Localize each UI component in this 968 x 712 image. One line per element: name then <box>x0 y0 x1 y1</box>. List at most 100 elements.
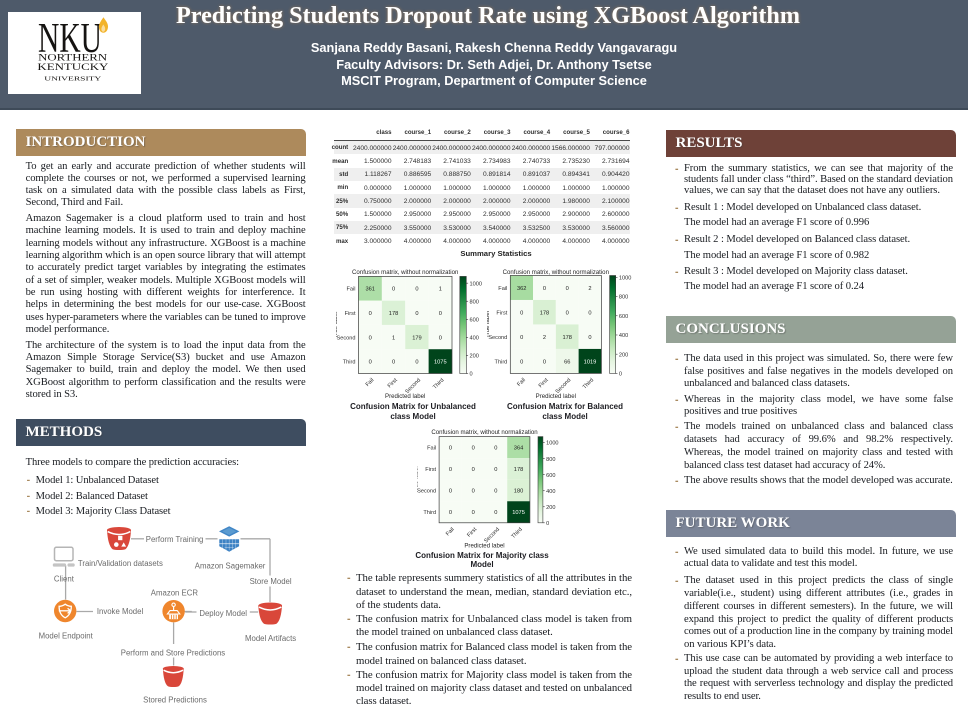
svg-text:First: First <box>425 467 436 473</box>
svg-text:0: 0 <box>588 310 591 316</box>
svg-text:Confusion matrix, without norm: Confusion matrix, without normalization <box>431 429 537 436</box>
svg-text:First: First <box>496 310 507 316</box>
svg-text:0: 0 <box>520 310 523 316</box>
svg-text:0: 0 <box>494 446 497 452</box>
svg-text:0: 0 <box>472 446 475 452</box>
svg-text:178: 178 <box>514 467 524 473</box>
svg-text:0: 0 <box>494 467 497 473</box>
svg-text:0: 0 <box>619 372 622 378</box>
svg-text:179: 179 <box>412 335 422 341</box>
svg-text:Fail: Fail <box>445 527 456 538</box>
svg-text:0: 0 <box>449 446 452 452</box>
svg-text:364: 364 <box>514 446 524 452</box>
svg-text:400: 400 <box>546 489 555 495</box>
svg-text:Invoke Model: Invoke Model <box>97 607 144 616</box>
svg-text:Fail: Fail <box>498 286 507 292</box>
svg-text:400: 400 <box>470 335 479 341</box>
svg-text:Deploy Model: Deploy Model <box>199 609 247 618</box>
svg-text:178: 178 <box>389 311 399 317</box>
svg-text:Fail: Fail <box>427 446 436 452</box>
svg-text:800: 800 <box>470 299 479 305</box>
svg-text:0: 0 <box>520 335 523 341</box>
svg-text:0: 0 <box>546 521 549 527</box>
svg-text:362: 362 <box>517 286 527 292</box>
svg-text:Fail: Fail <box>516 377 527 388</box>
svg-text:Third: Third <box>423 510 436 516</box>
svg-text:66: 66 <box>564 359 570 365</box>
svg-text:600: 600 <box>619 314 628 320</box>
svg-text:Predicted label: Predicted label <box>464 542 504 549</box>
svg-text:Confusion matrix, without norm: Confusion matrix, without normalization <box>503 269 609 276</box>
svg-text:KENTUCKY: KENTUCKY <box>37 62 109 72</box>
svg-text:0: 0 <box>449 467 452 473</box>
svg-text:0: 0 <box>439 335 442 341</box>
svg-text:0: 0 <box>472 489 475 495</box>
svg-text:1075: 1075 <box>434 360 447 366</box>
svg-text:Amazon Sagemaker: Amazon Sagemaker <box>195 562 266 571</box>
svg-text:0: 0 <box>392 287 395 293</box>
svg-text:200: 200 <box>619 352 628 358</box>
svg-text:Third: Third <box>495 359 508 365</box>
svg-text:Third: Third <box>511 527 524 540</box>
svg-text:0: 0 <box>369 360 372 366</box>
svg-text:First: First <box>387 377 399 389</box>
svg-text:0: 0 <box>472 510 475 516</box>
svg-text:0: 0 <box>439 311 442 317</box>
svg-text:361: 361 <box>365 287 375 293</box>
svg-text:200: 200 <box>546 505 555 511</box>
svg-text:Confusion matrix, without norm: Confusion matrix, without normalization <box>352 269 458 276</box>
svg-text:1019: 1019 <box>584 359 597 365</box>
svg-text:Perform Training: Perform Training <box>146 535 204 544</box>
svg-text:Third: Third <box>582 377 595 390</box>
svg-text:400: 400 <box>619 333 628 339</box>
svg-text:Client: Client <box>54 574 75 583</box>
svg-text:0: 0 <box>369 311 372 317</box>
svg-text:First: First <box>466 526 478 538</box>
svg-text:1000: 1000 <box>470 281 482 287</box>
svg-text:1075: 1075 <box>512 510 525 516</box>
svg-text:NKU: NKU <box>38 16 102 62</box>
svg-text:Perform and Store Predictions: Perform and Store Predictions <box>121 649 226 658</box>
svg-text:True label: True label <box>336 311 339 338</box>
svg-text:0: 0 <box>369 335 372 341</box>
svg-text:0: 0 <box>588 335 591 341</box>
svg-text:0: 0 <box>494 489 497 495</box>
svg-text:180: 180 <box>514 489 524 495</box>
svg-text:True label: True label <box>487 311 491 338</box>
svg-text:UNIVERSITY: UNIVERSITY <box>44 76 102 82</box>
svg-text:0: 0 <box>470 372 473 378</box>
svg-text:Third: Third <box>432 377 445 390</box>
svg-text:Predicted label: Predicted label <box>385 393 425 398</box>
svg-text:0: 0 <box>392 360 395 366</box>
svg-text:0: 0 <box>520 359 523 365</box>
svg-text:0: 0 <box>566 286 569 292</box>
svg-text:0: 0 <box>543 359 546 365</box>
svg-text:Train/Validation datasets: Train/Validation datasets <box>78 559 163 568</box>
svg-text:1: 1 <box>392 335 395 341</box>
svg-text:First: First <box>538 377 550 389</box>
svg-text:800: 800 <box>546 457 555 463</box>
svg-text:Store Model: Store Model <box>250 577 292 586</box>
svg-text:178: 178 <box>540 310 550 316</box>
svg-text:0: 0 <box>566 310 569 316</box>
svg-text:Second: Second <box>488 335 507 341</box>
svg-text:1000: 1000 <box>546 441 558 447</box>
svg-text:2: 2 <box>588 286 591 292</box>
svg-text:Model Artifacts: Model Artifacts <box>245 634 296 643</box>
svg-text:Stored Predictions: Stored Predictions <box>143 696 207 705</box>
svg-text:178: 178 <box>562 335 572 341</box>
svg-text:0: 0 <box>415 311 418 317</box>
svg-text:800: 800 <box>619 295 628 301</box>
svg-text:Predicted label: Predicted label <box>536 393 576 398</box>
svg-text:Third: Third <box>343 360 356 366</box>
svg-text:Amazon ECR: Amazon ECR <box>151 588 199 597</box>
svg-text:600: 600 <box>470 317 479 323</box>
svg-text:200: 200 <box>470 354 479 360</box>
svg-text:0: 0 <box>449 510 452 516</box>
svg-text:0: 0 <box>494 510 497 516</box>
svg-text:Fail: Fail <box>346 287 355 293</box>
svg-text:Fail: Fail <box>365 377 376 388</box>
svg-text:1: 1 <box>439 287 442 293</box>
svg-text:1000: 1000 <box>619 275 631 281</box>
svg-text:0: 0 <box>449 489 452 495</box>
